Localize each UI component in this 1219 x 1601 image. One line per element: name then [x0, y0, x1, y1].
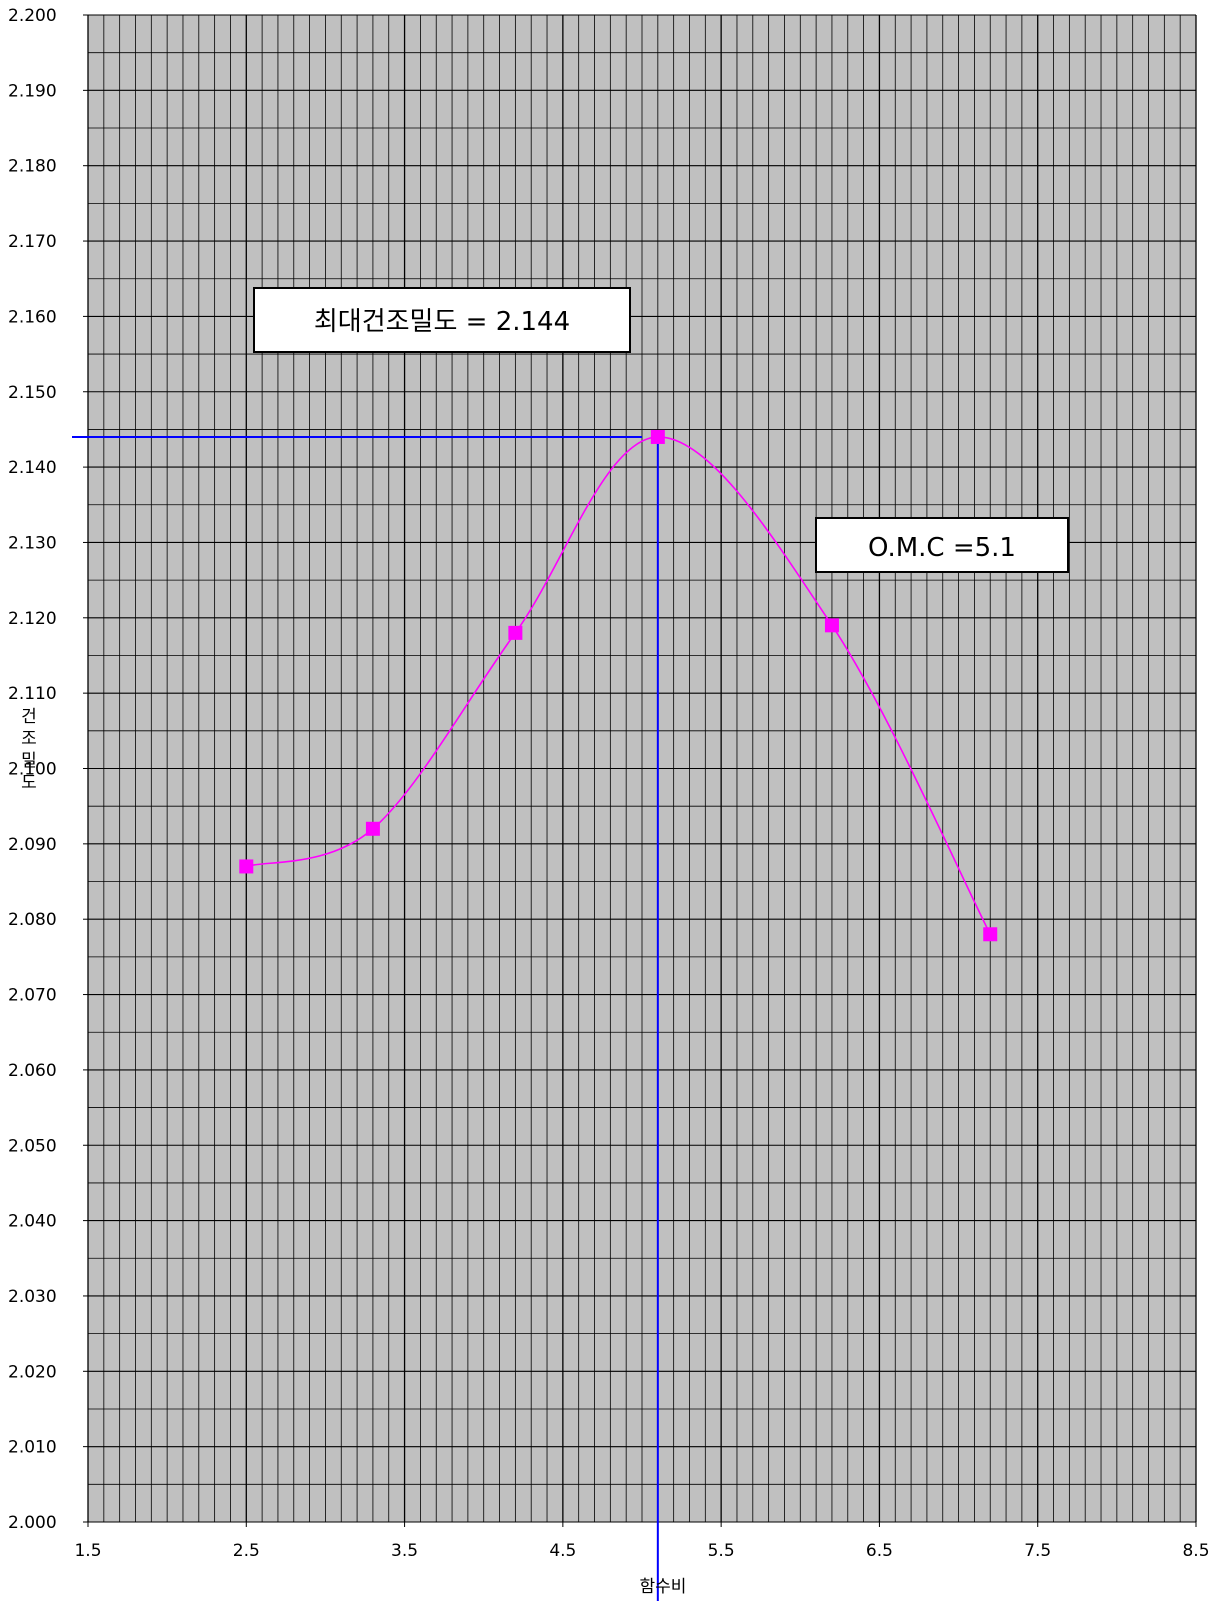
- x-axis-title: 함수비: [640, 1577, 687, 1597]
- y-tick-label: 2.050: [8, 1136, 57, 1156]
- x-tick-label: 1.5: [74, 1541, 101, 1561]
- y-tick-label: 2.080: [8, 910, 57, 930]
- y-tick-label: 2.090: [8, 835, 57, 855]
- data-point: [650, 429, 665, 444]
- annotation-box: [253, 287, 631, 353]
- max-density-label: 최대건조밀도 = 2.144: [314, 307, 570, 337]
- y-tick-label: 2.160: [8, 307, 57, 327]
- reference-lines: [72, 435, 659, 1601]
- grid-lines: [87, 14, 1197, 1523]
- data-point: [239, 859, 254, 874]
- data-point: [508, 625, 523, 640]
- data-point: [824, 618, 839, 633]
- x-axis-ticks: 1.5 2.5 3.5 4.5 5.5 6.5 7.5 8.5: [74, 1522, 1210, 1561]
- x-tick-label: 6.5: [866, 1541, 893, 1561]
- y-tick-label: 2.060: [8, 1061, 57, 1081]
- y-tick-label: 2.200: [8, 6, 57, 26]
- y-tick-label: 2.190: [8, 81, 57, 101]
- y-tick-label: 2.030: [8, 1287, 57, 1307]
- x-tick-label: 4.5: [549, 1541, 576, 1561]
- y-tick-label: 2.010: [8, 1438, 57, 1458]
- omc-label: O.M.C =5.1: [868, 533, 1016, 563]
- y-tick-label: 2.170: [8, 232, 57, 252]
- omc-annotation: O.M.C =5.1: [815, 517, 1069, 573]
- data-point: [365, 821, 380, 836]
- y-tick-label: 2.180: [8, 157, 57, 177]
- x-tick-label: 3.5: [391, 1541, 418, 1561]
- y-tick-label: 2.040: [8, 1212, 57, 1232]
- max-density-annotation: 최대건조밀도 = 2.144: [253, 287, 631, 353]
- data-points: [239, 429, 998, 942]
- data-point: [983, 927, 998, 942]
- y-tick-label: 2.070: [8, 986, 57, 1006]
- y-tick-label: 2.100: [8, 760, 57, 780]
- y-tick-label: 2.110: [8, 684, 57, 704]
- x-tick-label: 2.5: [233, 1541, 260, 1561]
- y-tick-label: 2.000: [8, 1513, 57, 1533]
- y-axis-ticks: 2.000 2.010 2.020 2.030 2.040 2.050 2.060 2.070…: [8, 6, 88, 1533]
- y-tick-label: 2.150: [8, 383, 57, 403]
- annotation-box: [815, 517, 1069, 573]
- y-tick-label: 2.120: [8, 609, 57, 629]
- x-tick-label: 5.5: [708, 1541, 735, 1561]
- y-tick-label: 2.020: [8, 1362, 57, 1382]
- y-tick-label: 2.140: [8, 458, 57, 478]
- x-tick-label: 7.5: [1024, 1541, 1051, 1561]
- y-tick-label: 2.130: [8, 533, 57, 553]
- x-tick-label: 8.5: [1182, 1541, 1209, 1561]
